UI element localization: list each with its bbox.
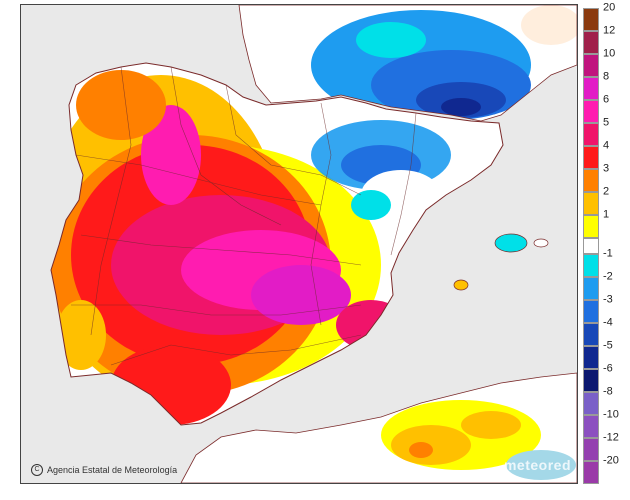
legend-label-positive-6: 4 [603,139,610,152]
copyright-icon: C [31,464,43,476]
legend-label-negative-3: -4 [603,316,613,329]
legend-swatch-positive-0 [583,8,599,31]
legend-swatch-positive-1 [583,31,599,54]
anomaly-map: C Agencia Estatal de Meteorología meteor… [20,4,578,484]
legend-swatch-negative-4 [583,346,599,369]
legend-label-positive-3: 8 [603,70,610,83]
legend-label-positive-2: 10 [603,47,616,60]
legend-label-negative-9: -20 [603,454,619,467]
legend-swatch-positive-3 [583,77,599,100]
legend-swatch-positive-4 [583,100,599,123]
legend-swatch-neutral [583,238,599,254]
agency-credit: C Agencia Estatal de Meteorología [31,464,177,476]
legend-label-positive-4: 6 [603,93,610,106]
legend-label-positive-9: 1 [603,208,610,221]
legend-swatch-positive-5 [583,123,599,146]
watermark: meteored [503,457,571,473]
color-legend: 20 12 10 8 6 5 4 3 2 1 -1 -2 -3 -4 -5 -6 -8 -10 -12 -20 [583,2,629,484]
legend-swatch-negative-9 [583,461,599,484]
legend-label-positive-0: 20 [603,1,616,14]
legend-swatch-positive-8 [583,192,599,215]
legend-label-negative-5: -6 [603,362,613,375]
legend-label-negative-0: -1 [603,247,613,260]
legend-swatch-negative-3 [583,323,599,346]
france-region [239,5,577,121]
legend-label-negative-8: -12 [603,431,619,444]
legend-label-negative-4: -5 [603,339,613,352]
legend-swatch-negative-6 [583,392,599,415]
legend-swatch-negative-0 [583,254,599,277]
province-borders [71,66,417,366]
legend-swatch-positive-9 [583,215,599,238]
legend-swatch-negative-1 [583,277,599,300]
ibiza-island [453,279,469,291]
legend-label-positive-5: 5 [603,116,610,129]
legend-label-positive-8: 2 [603,185,610,198]
legend-swatch-negative-2 [583,300,599,323]
legend-swatch-negative-5 [583,369,599,392]
map-canvas [21,5,577,483]
legend-label-negative-7: -10 [603,408,619,421]
legend-swatch-negative-7 [583,415,599,438]
agency-credit-text: Agencia Estatal de Meteorología [47,465,178,475]
mallorca-island [494,233,528,253]
legend-label-negative-1: -2 [603,270,613,283]
legend-label-negative-6: -8 [603,385,613,398]
legend-swatch-negative-8 [583,438,599,461]
legend-label-positive-1: 12 [603,24,616,37]
legend-label-negative-2: -3 [603,293,613,306]
legend-label-positive-7: 3 [603,162,610,175]
legend-swatch-positive-7 [583,169,599,192]
legend-swatch-positive-2 [583,54,599,77]
legend-swatch-positive-6 [583,146,599,169]
menorca-island [533,238,549,248]
